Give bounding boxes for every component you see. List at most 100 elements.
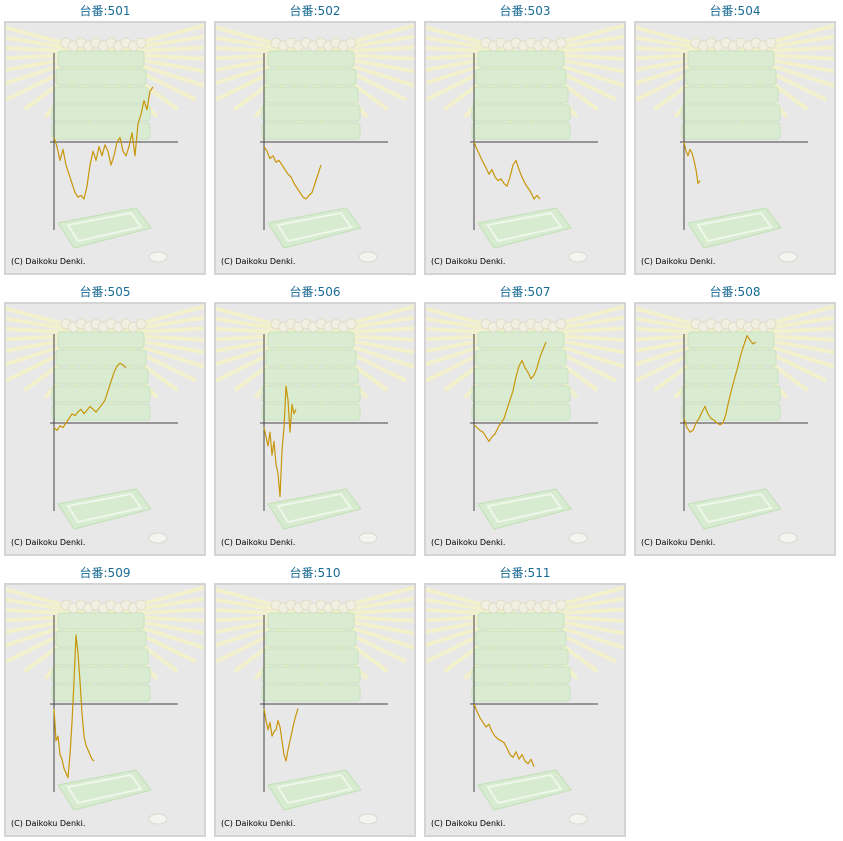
tray-graphic — [57, 488, 152, 530]
stacked-boxes-graphic — [681, 331, 781, 421]
copyright-text: (C) Daikoku Denki. — [641, 257, 716, 266]
series-line — [473, 141, 541, 200]
chart-panel: (C) Daikoku Denki. — [424, 302, 626, 556]
watermark-illustration — [426, 304, 624, 544]
watermark-illustration — [426, 585, 624, 825]
slump-graph — [6, 23, 204, 273]
machine-number-title[interactable]: 台番:502 — [289, 4, 341, 18]
series-line — [53, 362, 127, 432]
series-line — [263, 146, 322, 200]
coin-graphic — [358, 532, 378, 544]
coin-graphic — [148, 251, 168, 263]
copyright-text: (C) Daikoku Denki. — [641, 538, 716, 547]
series-line — [53, 86, 154, 200]
tray-graphic — [687, 488, 782, 530]
series-line — [263, 708, 299, 762]
chart-panel: (C) Daikoku Denki. — [424, 21, 626, 275]
machine-number-title[interactable]: 台番:510 — [289, 566, 341, 580]
chart-panel: (C) Daikoku Denki. — [214, 583, 416, 837]
chart-panel: (C) Daikoku Denki. — [4, 583, 206, 837]
ball-pile-graphic — [480, 37, 567, 52]
coin-graphic — [568, 251, 588, 263]
slump-graph — [6, 585, 204, 835]
chart-panel: (C) Daikoku Denki. — [634, 21, 836, 275]
slump-graph — [216, 585, 414, 835]
slump-graph — [216, 304, 414, 554]
stacked-boxes-graphic — [261, 612, 361, 702]
ball-pile-graphic — [60, 599, 147, 614]
chart-panel: (C) Daikoku Denki. — [4, 21, 206, 275]
copyright-text: (C) Daikoku Denki. — [431, 257, 506, 266]
ball-pile-graphic — [690, 318, 777, 333]
slump-graph — [426, 23, 624, 273]
chart-panel: (C) Daikoku Denki. — [214, 21, 416, 275]
coin-graphic — [358, 251, 378, 263]
machine-number-title[interactable]: 台番:503 — [499, 4, 551, 18]
tray-graphic — [57, 769, 152, 811]
coin-graphic — [568, 532, 588, 544]
series-line — [473, 341, 547, 442]
machine-number-title[interactable]: 台番:508 — [709, 285, 761, 299]
slump-graph — [6, 304, 204, 554]
series-line — [683, 335, 757, 433]
series-line — [263, 385, 297, 498]
stacked-boxes-graphic — [471, 50, 571, 140]
machine-number-title[interactable]: 台番:505 — [79, 285, 131, 299]
coin-graphic — [148, 532, 168, 544]
watermark-illustration — [216, 23, 414, 263]
watermark-illustration — [426, 23, 624, 263]
series-line — [683, 141, 701, 184]
ball-pile-graphic — [480, 599, 567, 614]
copyright-text: (C) Daikoku Denki. — [431, 538, 506, 547]
stacked-boxes-graphic — [51, 50, 151, 140]
chart-panel: (C) Daikoku Denki. — [214, 302, 416, 556]
coin-graphic — [358, 813, 378, 825]
copyright-text: (C) Daikoku Denki. — [11, 257, 86, 266]
slump-graph — [636, 304, 834, 554]
stacked-boxes-graphic — [681, 50, 781, 140]
chart-panel: (C) Daikoku Denki. — [424, 583, 626, 837]
copyright-text: (C) Daikoku Denki. — [11, 819, 86, 828]
series-line — [473, 703, 535, 767]
ball-pile-graphic — [270, 599, 357, 614]
tray-graphic — [267, 488, 362, 530]
copyright-text: (C) Daikoku Denki. — [221, 538, 296, 547]
watermark-illustration — [216, 304, 414, 544]
ball-pile-graphic — [270, 37, 357, 52]
copyright-text: (C) Daikoku Denki. — [11, 538, 86, 547]
tray-graphic — [477, 769, 572, 811]
tray-graphic — [477, 488, 572, 530]
machine-number-title[interactable]: 台番:501 — [79, 4, 131, 18]
stacked-boxes-graphic — [471, 331, 571, 421]
stacked-boxes-graphic — [261, 50, 361, 140]
tray-graphic — [687, 207, 782, 249]
watermark-illustration — [6, 585, 204, 825]
stacked-boxes-graphic — [51, 331, 151, 421]
copyright-text: (C) Daikoku Denki. — [221, 819, 296, 828]
watermark-illustration — [216, 585, 414, 825]
stacked-boxes-graphic — [261, 331, 361, 421]
coin-graphic — [778, 532, 798, 544]
ball-pile-graphic — [270, 318, 357, 333]
stacked-boxes-graphic — [471, 612, 571, 702]
ball-pile-graphic — [480, 318, 567, 333]
watermark-illustration — [6, 304, 204, 544]
chart-panel: (C) Daikoku Denki. — [4, 302, 206, 556]
machine-number-title[interactable]: 台番:509 — [79, 566, 131, 580]
coin-graphic — [148, 813, 168, 825]
slump-graph — [426, 304, 624, 554]
tray-graphic — [267, 207, 362, 249]
slump-graph — [426, 585, 624, 835]
machine-number-title[interactable]: 台番:504 — [709, 4, 761, 18]
copyright-text: (C) Daikoku Denki. — [431, 819, 506, 828]
stacked-boxes-graphic — [51, 612, 151, 702]
ball-pile-graphic — [60, 37, 147, 52]
slump-graph — [636, 23, 834, 273]
coin-graphic — [778, 251, 798, 263]
machine-number-title[interactable]: 台番:507 — [499, 285, 551, 299]
watermark-illustration — [636, 23, 834, 263]
machine-number-title[interactable]: 台番:511 — [499, 566, 551, 580]
ball-pile-graphic — [690, 37, 777, 52]
machine-number-title[interactable]: 台番:506 — [289, 285, 341, 299]
